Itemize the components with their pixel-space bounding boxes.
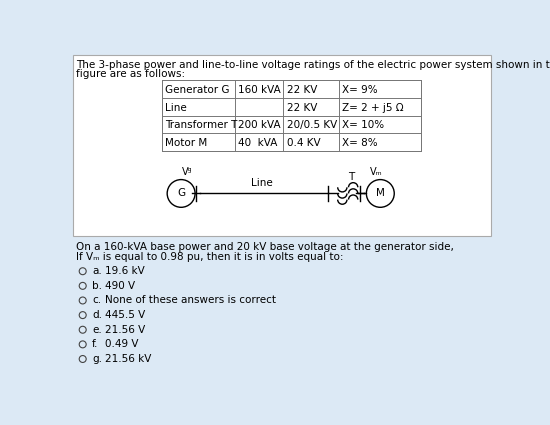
- Text: Vᵍ: Vᵍ: [182, 167, 192, 177]
- Text: 21.56 V: 21.56 V: [105, 325, 145, 335]
- Text: Z= 2 + j5 Ω: Z= 2 + j5 Ω: [342, 102, 404, 113]
- Text: None of these answers is correct: None of these answers is correct: [105, 295, 276, 306]
- Text: Motor M: Motor M: [165, 138, 207, 148]
- Text: M: M: [376, 188, 385, 198]
- Text: X= 10%: X= 10%: [342, 120, 384, 130]
- Text: On a 160-kVA base power and 20 kV base voltage at the generator side,: On a 160-kVA base power and 20 kV base v…: [76, 242, 454, 252]
- Text: T: T: [349, 172, 355, 181]
- FancyBboxPatch shape: [73, 55, 491, 236]
- Text: a.: a.: [92, 266, 102, 276]
- Text: Vₘ: Vₘ: [370, 167, 383, 177]
- Text: 490 V: 490 V: [105, 281, 135, 291]
- Text: b.: b.: [92, 281, 102, 291]
- Text: 22 KV: 22 KV: [287, 85, 317, 95]
- Text: 20/0.5 KV: 20/0.5 KV: [287, 120, 337, 130]
- Text: 22 KV: 22 KV: [287, 102, 317, 113]
- Text: g.: g.: [92, 354, 102, 364]
- Text: 445.5 V: 445.5 V: [105, 310, 145, 320]
- Text: f.: f.: [92, 340, 98, 349]
- Text: 0.4 KV: 0.4 KV: [287, 138, 320, 148]
- Text: c.: c.: [92, 295, 101, 306]
- Text: Transformer T: Transformer T: [165, 120, 237, 130]
- Text: 200 kVA: 200 kVA: [239, 120, 281, 130]
- Text: 0.49 V: 0.49 V: [105, 340, 139, 349]
- Text: G: G: [177, 188, 185, 198]
- Text: Generator G: Generator G: [165, 85, 229, 95]
- Text: Line: Line: [165, 102, 186, 113]
- Text: If Vₘ is equal to 0.98 pu, then it is in volts equal to:: If Vₘ is equal to 0.98 pu, then it is in…: [76, 252, 344, 262]
- Text: 19.6 kV: 19.6 kV: [105, 266, 145, 276]
- Text: figure are as follows:: figure are as follows:: [76, 69, 186, 79]
- Text: 160 kVA: 160 kVA: [239, 85, 281, 95]
- Text: 21.56 kV: 21.56 kV: [105, 354, 152, 364]
- Text: 40  kVA: 40 kVA: [239, 138, 278, 148]
- FancyBboxPatch shape: [162, 80, 421, 151]
- Text: X= 9%: X= 9%: [342, 85, 378, 95]
- Text: Line: Line: [251, 178, 273, 188]
- Text: e.: e.: [92, 325, 102, 335]
- Text: X= 8%: X= 8%: [342, 138, 378, 148]
- Text: The 3-phase power and line-to-line voltage ratings of the electric power system : The 3-phase power and line-to-line volta…: [76, 60, 550, 70]
- Text: d.: d.: [92, 310, 102, 320]
